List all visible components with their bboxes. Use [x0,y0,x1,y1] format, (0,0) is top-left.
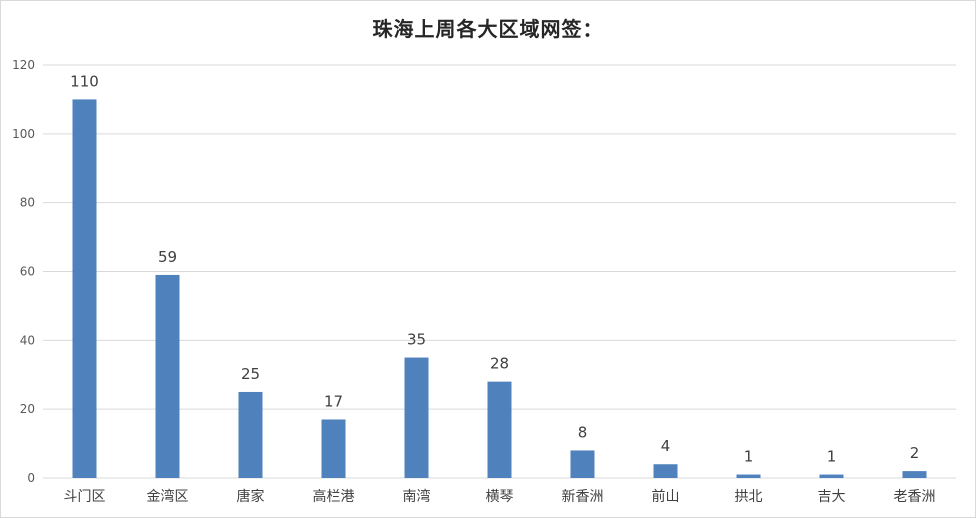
x-tick-label: 南湾 [403,488,431,505]
y-tick-label: 20 [20,402,35,416]
data-label: 59 [158,248,177,266]
bar [321,419,346,478]
y-tick-label: 60 [20,265,35,279]
x-tick-label: 新香洲 [562,489,604,505]
x-tick-label: 老香洲 [894,489,936,505]
x-tick-label: 拱北 [735,489,763,505]
data-label: 35 [407,331,426,349]
chart-title: 珠海上周各大区域网签： [372,17,604,41]
y-tick-label: 40 [20,333,35,347]
data-label: 25 [241,365,260,383]
bars [72,99,927,479]
x-tick-label: 前山 [652,488,680,505]
x-tick-label: 吉大 [818,489,846,505]
bar [570,450,595,478]
data-label: 4 [661,437,671,455]
data-label: 1 [827,448,837,466]
x-tick-label: 高栏港 [313,488,355,505]
data-label: 8 [578,423,588,441]
data-label: 17 [324,392,343,410]
data-label: 110 [70,72,99,90]
bar [819,474,844,478]
y-tick-label: 120 [12,58,35,72]
labels: 0 20 40 60 80 100 120 110 斗门区 59 金湾区 25 唐家 17 高栏港 35 南湾 2… [12,58,935,505]
x-tick-label: 唐家 [237,488,265,505]
y-tick-label: 0 [27,471,35,485]
bar [653,464,678,478]
data-label: 1 [744,448,754,466]
x-tick-label: 金湾区 [147,488,189,505]
data-label: 28 [490,355,509,373]
x-tick-label: 斗门区 [64,489,106,505]
data-label: 2 [910,444,920,462]
x-tick-label: 横琴 [486,489,514,505]
bar [736,474,761,478]
y-tick-label: 100 [12,127,35,141]
bar [238,391,263,478]
bar [72,99,97,479]
bar [155,274,180,478]
bar [902,471,927,478]
bar [487,381,512,478]
y-tick-label: 80 [20,196,35,210]
bar [404,357,429,478]
